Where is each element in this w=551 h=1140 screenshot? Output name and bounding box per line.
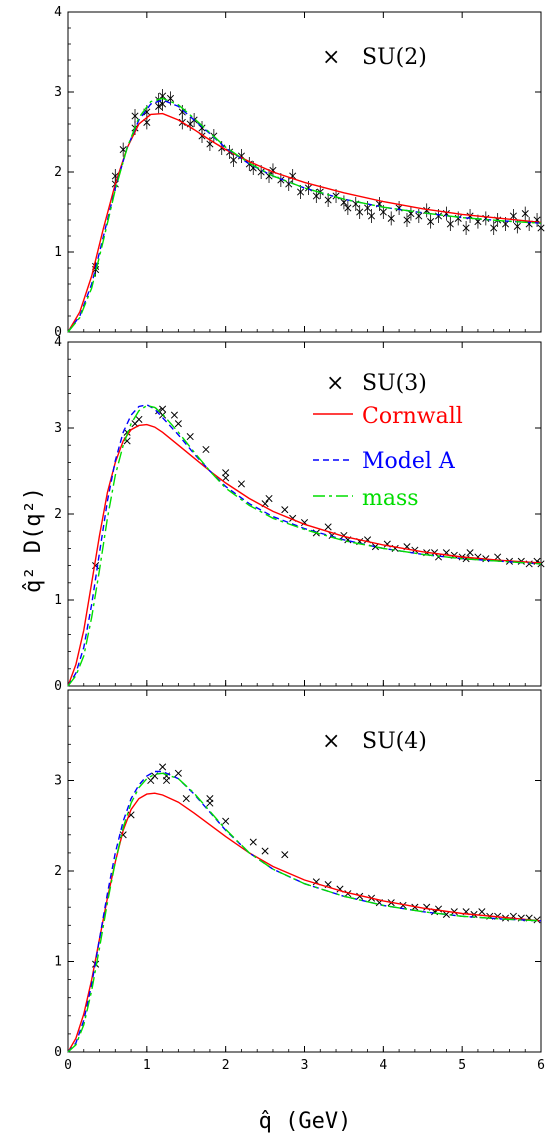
panel-title-su2: SU(2) [362,45,427,70]
x-tick-label: 0 [64,1058,72,1073]
data-point [371,543,380,551]
data-point [434,553,443,561]
x-tick-label: 1 [143,1058,151,1073]
plot-frame [67,689,542,1053]
plot-frame [67,11,542,333]
data-point [182,795,190,803]
series-line-model-a [67,404,542,687]
series-line-mass [67,404,542,687]
y-tick-label: 3 [54,85,62,100]
y-tick-label: 2 [54,165,62,180]
data-point [222,817,230,825]
y-tick-label: 2 [54,507,62,522]
series-line-cornwall [67,792,542,1053]
data-point [265,494,273,503]
data-point [170,411,178,419]
series-line-model-a [67,99,542,333]
x-axis-label: q̂ (GeV) [259,1109,352,1134]
panel-3: 0 1 2 3 0 1 2 3 4 5 6 [54,689,545,1073]
data-point [261,847,269,855]
data-point [237,480,245,488]
y-tick-label: 0 [54,325,62,340]
legend-marker-su3: × [326,371,344,396]
x-tick-label: 4 [379,1058,387,1073]
data-point [174,769,182,777]
data-point [356,892,364,900]
data-point [478,908,486,916]
y-tick-label: 3 [54,421,62,436]
data-point [159,763,167,771]
x-tick-label: 3 [301,1058,309,1073]
y-tick-label: 2 [54,864,62,879]
data-point [159,405,167,413]
x-tick-label: 5 [458,1058,466,1073]
y-tick-label: 1 [54,593,62,608]
panel-2: 0 1 2 3 4 [54,335,545,694]
data-point [494,553,502,561]
legend-label-cornwall: Cornwall [362,404,463,429]
data-point [135,415,143,423]
series-line-mass [67,772,542,1053]
y-tick-label: 4 [54,5,62,20]
data-point [174,420,182,428]
data-point [466,549,474,557]
y-tick-label: 3 [54,774,62,789]
series-line-model-a [67,770,542,1053]
data-point [281,851,289,859]
y-tick-label: 0 [54,1045,62,1060]
y-tick-label: 4 [54,335,62,350]
series-line-cornwall [67,423,542,687]
data-point [324,523,332,531]
series-line-mass [67,97,542,333]
y-axis-label: q̂² D(q²) [21,487,46,593]
data-point [281,506,289,514]
y-tick-label: 0 [54,679,62,694]
legend-label-model-a: Model A [362,449,456,474]
data-point [249,838,257,846]
data-point [206,799,214,807]
data-point [202,445,210,454]
data-point [162,776,171,785]
panel-marker-su2: × [322,45,340,70]
data-point [222,474,230,482]
panel-1: 0 1 2 3 4 [54,5,545,340]
y-tick-label: 1 [54,955,62,970]
legend-label-su3: SU(3) [362,371,427,396]
y-tick-label: 1 [54,245,62,260]
series-line-cornwall [67,112,542,333]
plot-frame [67,341,542,687]
data-point [186,433,194,441]
legend-label-mass: mass [362,486,419,511]
x-tick-label: 2 [222,1058,230,1073]
data-point [222,469,230,477]
x-tick-label: 6 [537,1058,545,1073]
data-point [344,890,352,898]
panel-title-su4: SU(4) [362,729,427,754]
panel-marker-su4: × [322,729,340,754]
